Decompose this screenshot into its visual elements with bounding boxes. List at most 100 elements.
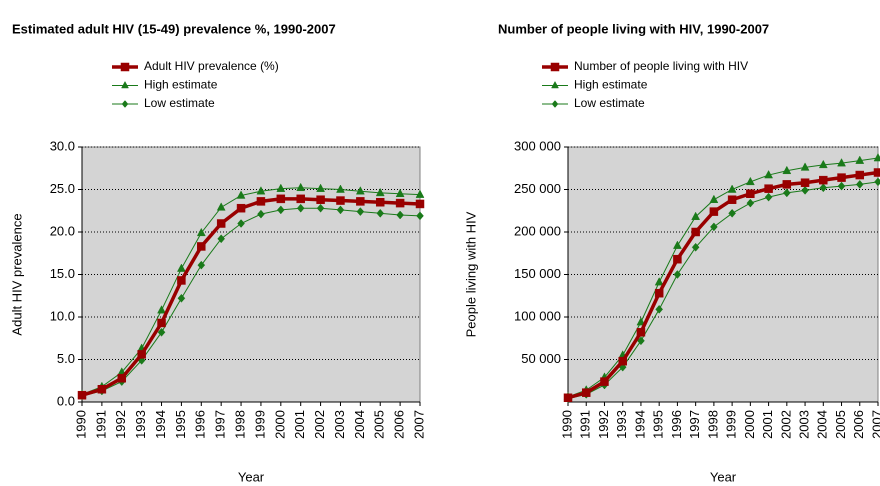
legend-label: High estimate: [144, 78, 218, 92]
data-point: [316, 203, 325, 213]
y-tick-label: 250 000: [514, 181, 561, 196]
data-point: [600, 377, 609, 386]
data-point: [837, 173, 846, 182]
data-point: [691, 227, 700, 237]
legend-marker: [551, 80, 559, 89]
data-point: [727, 184, 737, 193]
data-point: [276, 194, 286, 204]
data-point: [746, 198, 755, 208]
x-tick-label: 1992: [596, 410, 611, 439]
data-point: [818, 159, 828, 169]
data-point: [177, 276, 186, 285]
y-tick-label: 10.0: [50, 308, 75, 323]
data-point: [636, 317, 646, 326]
x-tick-label: 1995: [651, 410, 666, 439]
data-point: [782, 180, 792, 189]
legend-label: High estimate: [574, 78, 648, 92]
chart-title: Number of people living with HIV, 1990-2…: [498, 21, 769, 36]
data-point: [672, 240, 682, 249]
data-point: [97, 385, 107, 394]
y-tick-label: 50 000: [521, 351, 561, 366]
legend-marker: [550, 62, 560, 72]
y-tick-label: 25.0: [50, 181, 75, 196]
x-tick-label: 2006: [392, 410, 407, 439]
x-tick-label: 2006: [851, 410, 866, 439]
data-point: [873, 153, 880, 162]
data-point: [216, 219, 226, 228]
data-point: [396, 210, 404, 220]
y-tick-label: 100 000: [514, 308, 561, 323]
data-point: [77, 390, 87, 400]
legend-marker: [120, 62, 130, 72]
data-point: [654, 277, 664, 286]
data-point: [237, 219, 245, 228]
data-point: [197, 242, 206, 251]
legend-marker: [551, 100, 559, 108]
x-tick-label: 1997: [687, 410, 702, 439]
y-tick-label: 15.0: [50, 266, 75, 281]
data-point: [654, 288, 664, 298]
legend-marker: [121, 100, 129, 108]
data-point: [673, 270, 682, 279]
data-point: [709, 207, 719, 216]
data-point: [276, 183, 286, 192]
data-point: [176, 263, 186, 272]
data-point: [157, 327, 166, 337]
data-point: [177, 293, 186, 303]
x-tick-label: 2004: [352, 410, 367, 439]
y-tick-label: 200 000: [514, 223, 561, 238]
data-point: [764, 192, 773, 202]
data-point: [837, 158, 846, 167]
chart-title: Estimated adult HIV (15-49) prevalence %…: [12, 21, 336, 36]
data-point: [376, 208, 385, 218]
data-point: [782, 188, 791, 198]
data-point: [709, 194, 719, 203]
data-point: [336, 205, 345, 215]
data-point: [837, 181, 846, 191]
data-point: [637, 336, 645, 346]
y-axis-label: Adult HIV prevalence: [9, 213, 24, 335]
x-tick-label: 2004: [815, 410, 830, 439]
data-point: [415, 189, 425, 198]
data-point: [745, 176, 755, 186]
legend-label: Low estimate: [144, 96, 215, 110]
data-point: [356, 197, 365, 206]
x-tick-label: 1993: [614, 410, 629, 439]
data-point: [375, 187, 385, 197]
data-point: [355, 186, 365, 195]
x-tick-label: 2003: [332, 410, 347, 439]
data-point: [296, 203, 305, 213]
x-tick-label: 2002: [778, 410, 793, 439]
plot-area: [567, 146, 879, 403]
data-point: [873, 168, 880, 177]
data-point: [375, 198, 385, 207]
x-tick-label: 1994: [632, 410, 647, 439]
y-tick-label: 5.0: [57, 351, 75, 366]
y-tick-label: 20.0: [50, 223, 75, 238]
x-tick-label: 1990: [73, 410, 88, 439]
data-point: [618, 356, 627, 366]
data-point: [800, 178, 810, 187]
data-point: [746, 189, 755, 198]
data-point: [800, 162, 810, 171]
data-point: [801, 185, 809, 195]
x-tick-label: 2001: [292, 410, 307, 439]
x-tick-label: 2000: [272, 410, 287, 439]
data-point: [874, 177, 880, 187]
data-point: [416, 211, 424, 221]
legend-marker: [121, 80, 129, 89]
y-tick-label: 0.0: [57, 393, 75, 408]
data-point: [655, 304, 664, 314]
data-point: [296, 182, 306, 192]
data-point: [276, 205, 285, 215]
data-point: [728, 208, 736, 218]
data-point: [782, 165, 792, 175]
data-point: [316, 195, 325, 204]
data-point: [581, 388, 591, 397]
x-tick-label: 1998: [705, 410, 720, 439]
data-point: [117, 373, 127, 383]
data-point: [336, 196, 345, 205]
data-point: [236, 203, 246, 213]
data-point: [673, 254, 682, 264]
